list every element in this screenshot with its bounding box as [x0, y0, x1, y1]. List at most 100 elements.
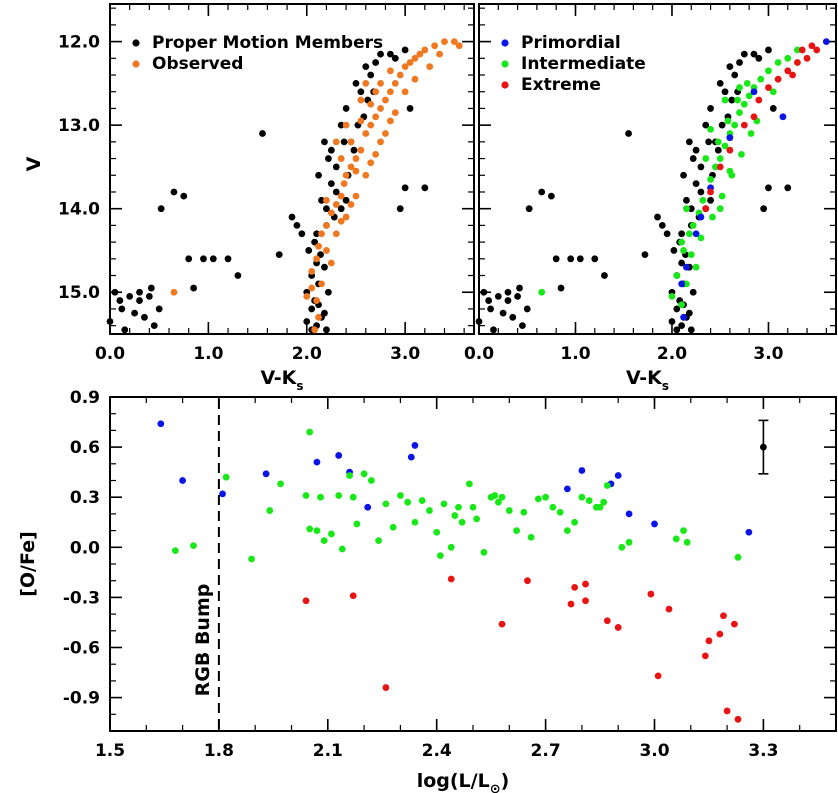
data-point-observed	[332, 138, 340, 146]
data-point-primordial	[335, 452, 343, 459]
data-point-members	[150, 322, 158, 330]
data-point-observed	[382, 96, 389, 104]
data-point-intermediate	[306, 525, 314, 533]
x-tick-label: 1.0	[560, 344, 590, 364]
data-point-intermediate	[320, 537, 328, 545]
data-point-members	[755, 54, 763, 62]
y-tick-label: -0.9	[63, 689, 100, 709]
data-point-members	[673, 326, 681, 334]
data-point-intermediate	[248, 555, 255, 563]
data-point-members	[352, 79, 360, 87]
data-point-primordial	[364, 503, 372, 511]
data-point-members	[170, 188, 178, 196]
x-tick-label: 3.0	[639, 741, 669, 761]
data-point-members	[689, 288, 697, 296]
data-point-intermediate	[721, 142, 729, 150]
data-point-observed	[362, 130, 370, 137]
x-tick-label: 2.1	[313, 741, 343, 761]
data-point-members	[377, 50, 384, 58]
y-tick-label: 0.0	[70, 538, 100, 558]
data-point-members	[697, 163, 705, 171]
data-point-intermediate	[349, 493, 357, 501]
data-point-primordial	[697, 213, 705, 221]
data-point-members	[321, 309, 328, 317]
oxygen-abundance-panel: 1.5 1.8 2.1 2.4 2.7 3.0 3.3 0.9 0.6 0.3 0.0 -0.3 -0.…	[17, 388, 837, 793]
data-point-intermediate	[480, 548, 488, 556]
data-point-intermediate	[678, 238, 686, 246]
data-point-members	[118, 305, 126, 313]
data-point-intermediate	[687, 251, 695, 259]
data-point-observed	[337, 217, 345, 225]
data-point-extreme	[349, 592, 357, 600]
data-point-members	[145, 293, 153, 300]
data-point-extreme	[705, 637, 713, 645]
data-point-intermediate	[734, 553, 742, 561]
data-point-extreme	[701, 652, 709, 660]
data-point-intermediate	[707, 176, 714, 183]
data-point-extreme	[707, 188, 714, 196]
data-point-members	[362, 63, 370, 71]
data-point-primordial	[563, 485, 571, 493]
data-point-observed	[372, 150, 380, 158]
legend-label: Proper Motion Members	[152, 33, 383, 53]
data-point-members	[321, 263, 328, 271]
y-axis-label: [O/Fe]	[17, 531, 39, 597]
data-point-observed	[342, 121, 350, 129]
data-point-observed	[441, 38, 448, 45]
data-point-members	[519, 322, 526, 330]
data-point-intermediate	[534, 495, 542, 503]
data-point-intermediate	[680, 527, 687, 534]
x-axis-label-sub: s	[296, 379, 303, 393]
data-point-extreme	[720, 612, 727, 620]
data-point-members	[185, 255, 193, 263]
data-point-extreme	[702, 205, 710, 213]
data-point-members	[750, 50, 758, 58]
data-point-members	[350, 146, 358, 154]
data-point-observed	[396, 71, 404, 79]
y-tick-label: 0.9	[70, 388, 100, 408]
y-tick-label: 13.0	[58, 116, 100, 136]
data-point-observed	[352, 192, 360, 200]
data-point-intermediate	[520, 508, 528, 516]
data-point-intermediate	[699, 196, 707, 204]
data-point-observed	[362, 171, 370, 179]
data-point-intermediate	[683, 205, 690, 213]
data-point-extreme	[765, 84, 772, 91]
data-point-intermediate	[743, 79, 751, 87]
data-point-observed	[406, 59, 414, 66]
data-point-extreme	[803, 54, 811, 62]
data-point-members	[485, 297, 493, 304]
data-point-intermediate	[542, 493, 549, 501]
y-tick-label: 12.0	[58, 33, 100, 53]
data-point-members	[576, 255, 584, 263]
data-point-extreme	[665, 605, 673, 613]
x-tick-label: 2.0	[292, 344, 322, 364]
data-point-intermediate	[697, 234, 705, 242]
data-point-observed	[323, 221, 330, 229]
data-point-members	[707, 105, 714, 112]
data-point-primordial	[678, 280, 686, 288]
data-point-members	[678, 259, 686, 267]
plot-frame	[109, 3, 475, 335]
data-point-intermediate	[335, 492, 343, 499]
data-point-observed	[391, 109, 399, 117]
x-axis-label-sun: ⊙	[490, 782, 501, 793]
data-point-intermediate	[513, 527, 520, 534]
data-point-members	[716, 79, 724, 87]
data-point-members	[685, 138, 693, 146]
data-point-members	[731, 71, 739, 79]
data-point-members	[157, 205, 165, 213]
data-point-members	[567, 255, 575, 263]
data-point-observed	[347, 201, 355, 208]
data-point-intermediate	[306, 428, 314, 436]
data-point-members	[678, 230, 686, 238]
data-point-intermediate	[447, 543, 455, 551]
data-point-members	[678, 322, 686, 330]
data-point-intermediate	[738, 150, 745, 158]
data-point-members	[303, 318, 311, 325]
data-point-intermediate	[707, 125, 714, 133]
data-point-members	[147, 284, 155, 292]
data-point-extreme	[524, 577, 531, 585]
data-point-intermediate	[171, 547, 179, 555]
